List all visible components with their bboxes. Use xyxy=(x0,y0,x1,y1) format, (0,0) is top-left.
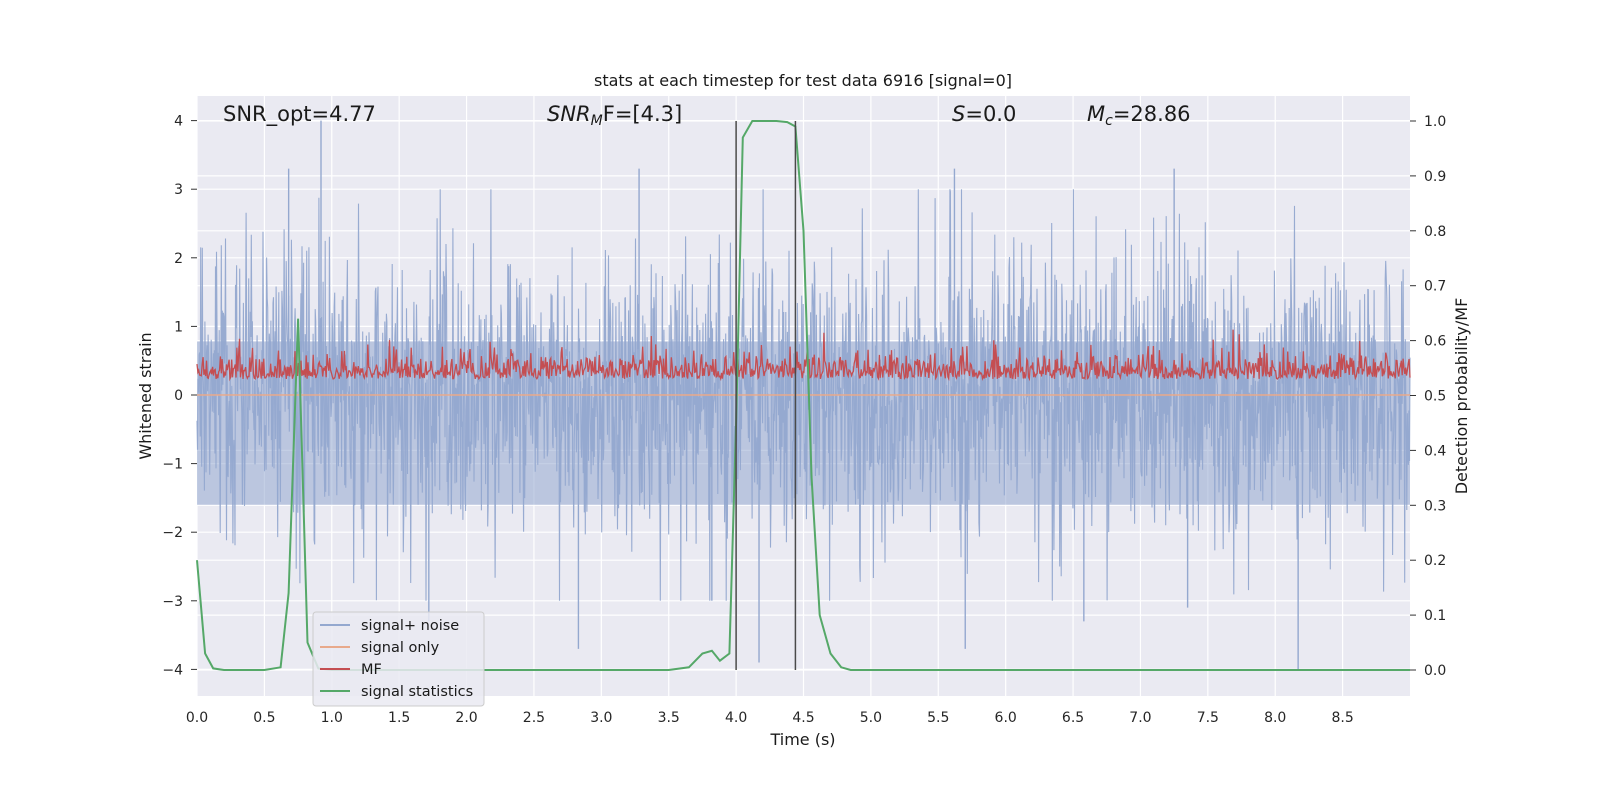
annotation-mc-main: M xyxy=(1087,102,1105,126)
y-left-tick-labels: 4 3 2 1 0 −1 −2 −3 −4 xyxy=(162,114,197,678)
x-tick-label: 2.0 xyxy=(455,710,477,726)
y-left-tick-label: −2 xyxy=(162,525,183,541)
annotation-snr-opt: SNR_opt=4.77 xyxy=(223,102,376,127)
y-right-tick-labels: 1.0 0.9 0.8 0.7 0.6 0.5 0.4 0.3 0.2 0.1 0.0 xyxy=(1410,114,1446,679)
x-tick-label: 2.5 xyxy=(523,710,545,726)
y-right-tick-label: 0.6 xyxy=(1424,334,1446,350)
legend-label-signal-only: signal only xyxy=(361,640,440,656)
y-left-tick-label: 1 xyxy=(174,319,183,335)
mf-series xyxy=(196,329,1411,382)
x-tick-labels: 0.0 0.5 1.0 1.5 2.0 2.5 3.0 3.5 4.0 4.5 5.0 5.5 6.0 6… xyxy=(186,710,1354,726)
x-tick-label: 4.0 xyxy=(725,710,747,726)
annotation-mc-rest: =28.86 xyxy=(1113,102,1191,126)
x-tick-label: 7.0 xyxy=(1129,710,1151,726)
x-tick-label: 8.0 xyxy=(1264,710,1286,726)
x-tick-label: 5.0 xyxy=(860,710,882,726)
y-right-tick-label: 0.5 xyxy=(1424,389,1446,405)
x-axis-label: Time (s) xyxy=(769,730,835,749)
x-tick-label: 8.5 xyxy=(1331,710,1353,726)
annotation-snr-mf-rest: F=[4.3] xyxy=(603,102,682,126)
y-right-tick-label: 0.8 xyxy=(1424,224,1446,240)
annotation-mc: Mc=28.86 xyxy=(1087,102,1191,129)
y-left-tick-label: −4 xyxy=(162,662,183,678)
legend-label-signal-statistics: signal statistics xyxy=(361,684,473,700)
annotation-snr-mf: SNRMF=[4.3] xyxy=(547,102,682,129)
x-tick-label: 0.5 xyxy=(253,710,275,726)
y-right-axis-label: Detection probability/MF xyxy=(1452,298,1471,495)
x-tick-label: 7.5 xyxy=(1197,710,1219,726)
y-left-tick-label: 4 xyxy=(174,114,183,130)
legend-label-signal-noise: signal+ noise xyxy=(361,618,459,634)
annotation-s-rest: =0.0 xyxy=(965,102,1016,126)
y-left-tick-label: 2 xyxy=(174,251,183,267)
y-right-tick-label: 0.2 xyxy=(1424,553,1446,569)
x-tick-label: 1.0 xyxy=(321,710,343,726)
y-right-tick-label: 0.1 xyxy=(1424,608,1446,624)
y-right-tick-label: 0.9 xyxy=(1424,169,1446,185)
x-tick-label: 3.5 xyxy=(658,710,680,726)
legend: signal+ noise signal only MF signal stat… xyxy=(312,611,485,707)
annotation-s: S=0.0 xyxy=(952,102,1016,126)
x-tick-label: 1.5 xyxy=(388,710,410,726)
y-right-tick-label: 0.4 xyxy=(1424,443,1446,459)
x-tick-label: 0.0 xyxy=(186,710,208,726)
chart-title: stats at each timestep for test data 691… xyxy=(594,71,1012,90)
annotation-snr-mf-main: SNR xyxy=(547,102,591,126)
y-left-tick-label: −1 xyxy=(162,457,183,473)
y-right-tick-label: 1.0 xyxy=(1424,114,1446,130)
y-left-tick-label: 0 xyxy=(174,388,183,404)
signal-statistics-line xyxy=(196,120,1410,671)
mf-line xyxy=(196,329,1411,382)
annotation-s-main: S xyxy=(952,102,965,126)
x-tick-label: 3.0 xyxy=(590,710,612,726)
annotation-snr-mf-sub: M xyxy=(591,113,603,129)
x-tick-label: 4.5 xyxy=(792,710,814,726)
legend-box xyxy=(312,611,485,707)
signal-statistics-series xyxy=(196,120,1410,671)
x-tick-label: 6.5 xyxy=(1062,710,1084,726)
y-right-tick-label: 0.3 xyxy=(1424,498,1446,514)
y-left-tick-label: −3 xyxy=(162,594,183,610)
annotation-mc-sub: c xyxy=(1105,113,1113,129)
x-tick-label: 6.0 xyxy=(995,710,1017,726)
y-left-tick-label: 3 xyxy=(174,182,183,198)
x-tick-label: 5.5 xyxy=(927,710,949,726)
y-left-axis-label: Whitened strain xyxy=(136,332,155,459)
detection-window-lines xyxy=(735,121,797,670)
legend-label-mf: MF xyxy=(361,662,382,678)
y-right-tick-label: 0.0 xyxy=(1424,663,1446,679)
y-right-tick-label: 0.7 xyxy=(1424,279,1446,295)
